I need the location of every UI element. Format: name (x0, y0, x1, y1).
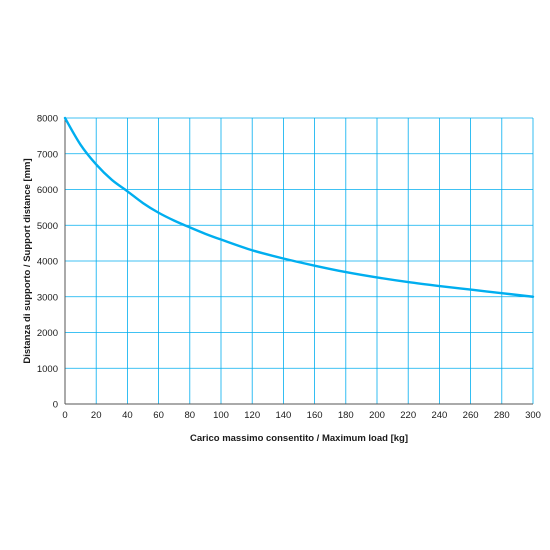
y-tick-labels: 0 1000 2000 3000 4000 5000 6000 7000 8000 (37, 114, 58, 411)
x-tick-label-10: 200 (369, 410, 385, 421)
y-tick-label-4: 4000 (37, 257, 58, 268)
y-tick-label-6: 6000 (37, 185, 58, 196)
x-tick-label-11: 220 (400, 410, 416, 421)
series-line-0 (63, 116, 535, 298)
y-tick-label-1: 1000 (37, 364, 58, 375)
x-tick-label-0: 0 (62, 410, 67, 421)
x-tick-label-14: 280 (494, 410, 510, 421)
x-tick-label-9: 180 (338, 410, 354, 421)
y-tick-label-8: 8000 (37, 114, 58, 125)
x-tick-label-5: 100 (213, 410, 229, 421)
grid (65, 117, 534, 404)
x-axis-title: Carico massimo consentito / Maximum load… (190, 433, 408, 444)
x-tick-label-2: 40 (122, 410, 133, 421)
x-tick-labels: 0 20 40 60 80 100 120 140 160 180 200 220 240 260 280 3… (62, 410, 541, 421)
x-tick-label-1: 20 (91, 410, 102, 421)
y-tick-label-5: 5000 (37, 221, 58, 232)
x-tick-label-6: 120 (244, 410, 260, 421)
axes (64, 118, 533, 405)
x-tick-label-7: 140 (275, 410, 291, 421)
y-tick-label-7: 7000 (37, 149, 58, 160)
y-tick-label-3: 3000 (37, 292, 58, 303)
y-tick-label-2: 2000 (37, 328, 58, 339)
x-tick-label-15: 300 (525, 410, 541, 421)
x-tick-label-4: 80 (185, 410, 196, 421)
y-tick-label-0: 0 (53, 400, 58, 411)
x-tick-label-12: 240 (431, 410, 447, 421)
series-group (63, 116, 535, 298)
x-tick-label-3: 60 (153, 410, 164, 421)
x-tick-label-8: 160 (307, 410, 323, 421)
x-tick-label-13: 260 (463, 410, 479, 421)
y-axis-title: Distanza di supporto / Support distance … (22, 158, 33, 363)
